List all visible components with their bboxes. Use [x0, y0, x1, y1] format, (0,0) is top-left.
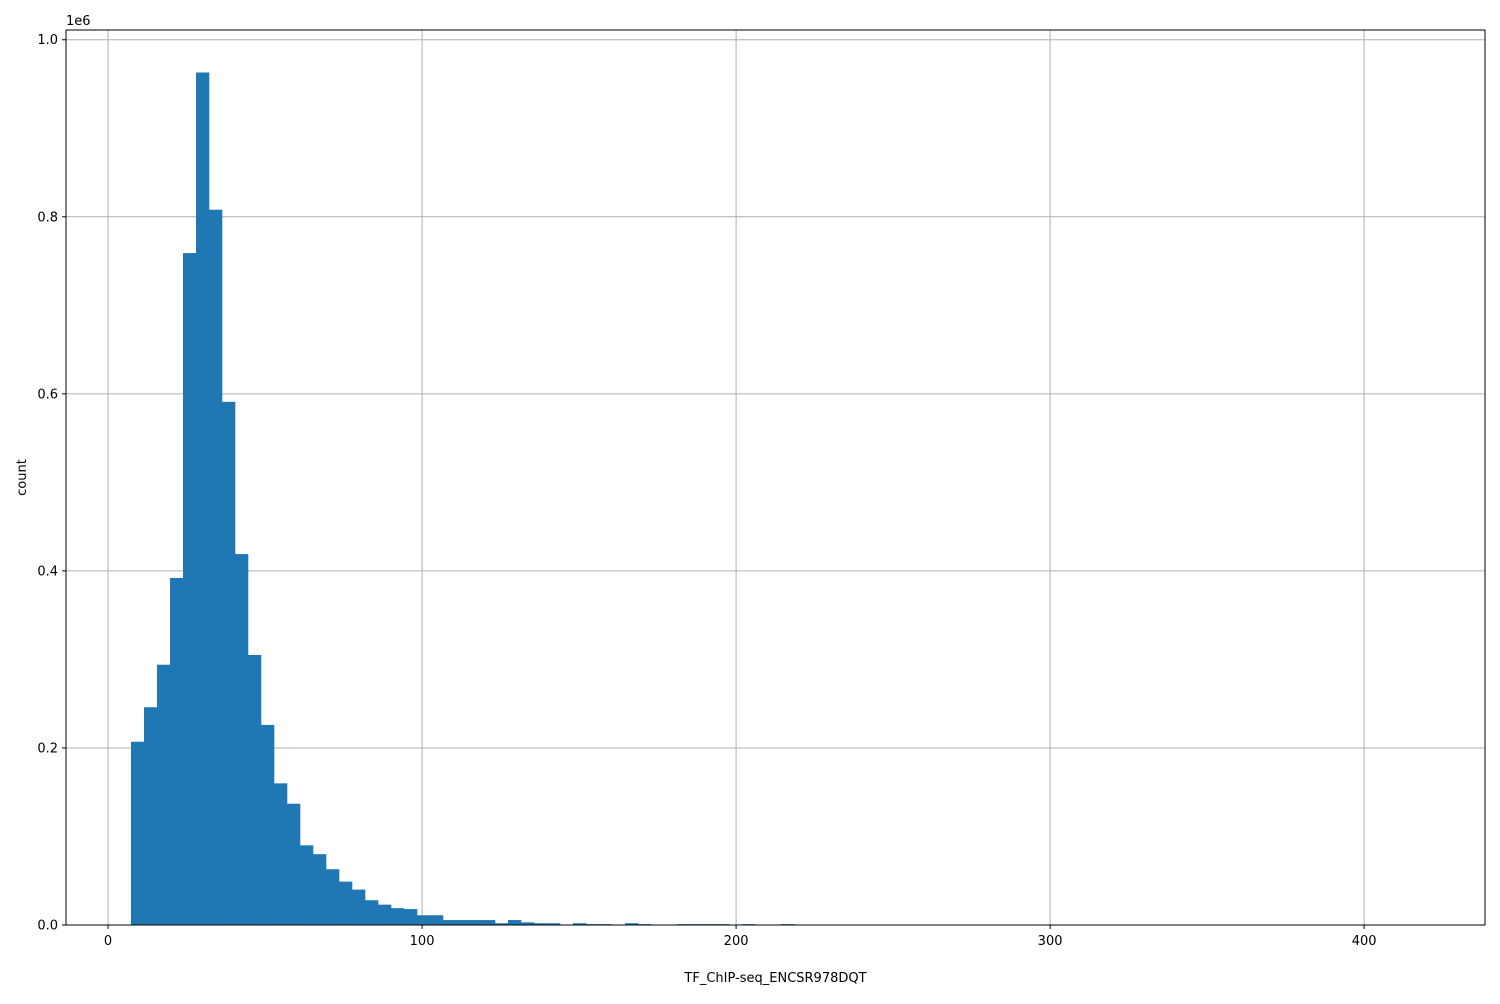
histogram-bar: [130, 741, 145, 925]
histogram-bar: [299, 845, 314, 925]
histogram-bar: [195, 72, 210, 926]
histogram-bar: [481, 920, 496, 925]
histogram-bar: [468, 920, 483, 925]
histogram-bar: [377, 904, 392, 925]
histogram-bar: [416, 915, 431, 925]
histogram-bar: [156, 664, 171, 925]
histogram-bar: [338, 881, 353, 925]
y-tick-label: 0.6: [37, 387, 58, 402]
histogram-bar: [221, 401, 236, 926]
histogram-bar: [429, 915, 444, 925]
y-tick-label: 0.0: [37, 919, 58, 934]
histogram-bar: [442, 920, 457, 925]
histogram-bar: [234, 554, 249, 925]
x-tick-label: 200: [724, 934, 749, 949]
x-tick-label: 300: [1038, 934, 1063, 949]
histogram-bar: [351, 889, 366, 925]
histogram-bar: [312, 854, 327, 925]
axes-frame: [65, 29, 1486, 926]
y-tick-label: 0.2: [37, 741, 58, 756]
ticks: 0 100 200 300 400 0.0 0.2 0.4 0.6 0.8 1.0: [37, 33, 1376, 949]
histogram-bar: [208, 209, 223, 926]
histogram-bar: [273, 783, 288, 925]
y-tick-label: 0.8: [37, 210, 58, 225]
histogram-bar: [260, 724, 275, 925]
histogram-bar: [390, 908, 405, 925]
histogram-bar: [286, 803, 301, 925]
histogram-bar: [572, 923, 587, 925]
histogram-bar: [247, 654, 262, 925]
histogram-bar: [325, 869, 340, 925]
histogram-bar: [364, 900, 379, 925]
histogram-bar: [182, 253, 197, 925]
x-tick-label: 0: [104, 934, 112, 949]
x-axis-label: TF_ChIP-seq_ENCSR978DQT: [683, 971, 866, 986]
histogram-bar: [520, 922, 535, 925]
y-offset-label: 1e6: [66, 14, 91, 29]
histogram-bar: [494, 923, 509, 925]
x-tick-label: 400: [1352, 934, 1377, 949]
y-tick-label: 0.4: [37, 564, 58, 579]
histogram-bar: [403, 909, 418, 925]
bars: [130, 72, 795, 926]
y-axis-label: count: [15, 459, 30, 496]
histogram-bar: [169, 577, 184, 925]
histogram-bar: [533, 923, 548, 925]
histogram-bar: [455, 920, 470, 925]
x-tick-label: 100: [410, 934, 435, 949]
y-tick-label: 1.0: [37, 33, 58, 48]
histogram-bar: [143, 707, 158, 925]
histogram-bar: [507, 920, 522, 925]
histogram-bar: [546, 923, 561, 925]
histogram-bar: [624, 923, 639, 925]
